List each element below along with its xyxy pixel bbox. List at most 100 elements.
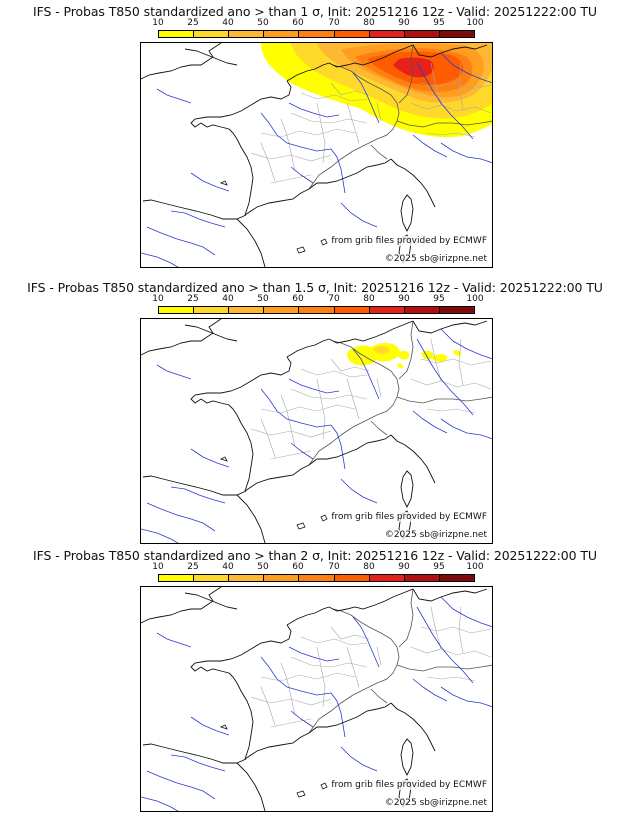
river	[288, 102, 340, 118]
colorbar-tick-label: 80	[363, 294, 375, 304]
colorbar-swatch	[404, 575, 440, 581]
coastline	[286, 606, 330, 626]
colorbar-swatch	[229, 575, 265, 581]
colorbar-tick-label: 100	[466, 18, 484, 28]
map-panel-1-5sigma: IFS - Probas T850 standardized ano > tha…	[0, 280, 630, 550]
copyright-credit: ©2025 sb@irizpne.net	[383, 798, 488, 808]
colorbar-swatch	[369, 307, 405, 313]
country-border	[370, 144, 388, 160]
region-boundary	[330, 358, 370, 372]
colorbar-tick-label: 60	[292, 18, 304, 28]
region-boundary	[316, 102, 326, 164]
river	[340, 202, 378, 228]
river	[330, 148, 346, 194]
region-boundary	[280, 118, 296, 172]
river	[141, 528, 179, 543]
colorbar-swatch	[369, 31, 405, 37]
colorbar-tick-label: 80	[363, 562, 375, 572]
region-boundary	[270, 718, 312, 728]
coastline	[190, 624, 292, 674]
river	[440, 596, 492, 628]
colorbar-swatch	[159, 307, 195, 313]
colorbar-tick-label: 100	[466, 562, 484, 572]
colorbar-swatch	[264, 575, 300, 581]
colorbar-tick-label: 10	[152, 294, 164, 304]
coastline	[141, 43, 222, 80]
colorbar-tick-label: 80	[363, 18, 375, 28]
colorbar-swatch	[194, 575, 230, 581]
river	[440, 142, 492, 164]
coastline	[142, 475, 247, 496]
region-boundary	[280, 394, 296, 448]
coastline	[228, 672, 254, 760]
balearic-island	[296, 522, 306, 530]
coastline	[236, 762, 266, 811]
country-border	[370, 420, 388, 436]
colorbar-swatch	[299, 31, 335, 37]
region-boundary	[426, 408, 476, 414]
coastline	[190, 80, 292, 130]
coastline	[142, 199, 247, 220]
region-boundary	[430, 62, 442, 106]
probability-map: from grib files provided by ECMWF ©2025 …	[140, 586, 493, 812]
river	[330, 424, 346, 470]
river	[141, 796, 179, 811]
colorbar-swatch	[404, 307, 440, 313]
river	[170, 210, 226, 228]
river	[170, 486, 226, 504]
river	[352, 72, 380, 124]
river	[190, 172, 230, 192]
coastline	[308, 158, 392, 190]
coastline	[244, 464, 310, 492]
colorbar-tick-label: 90	[398, 294, 410, 304]
region-boundary	[330, 626, 370, 640]
river	[260, 112, 332, 152]
river	[330, 692, 346, 738]
colorbar-tick-label: 50	[257, 18, 269, 28]
region-boundary	[376, 102, 382, 122]
country-border	[308, 94, 400, 190]
river	[260, 388, 332, 428]
river	[412, 134, 448, 158]
river	[156, 632, 192, 648]
coastline	[244, 732, 310, 760]
coastline	[190, 356, 292, 406]
river	[288, 378, 340, 394]
map-canvas	[141, 43, 492, 267]
prob-patch-10	[453, 350, 462, 356]
coastline	[236, 218, 266, 267]
country-border	[332, 608, 392, 640]
river	[340, 478, 378, 504]
coastline	[328, 44, 414, 68]
balearic-island	[320, 782, 328, 790]
copyright-credit: ©2025 sb@irizpne.net	[383, 254, 488, 264]
river	[440, 418, 492, 440]
colorbar-tick-label: 25	[187, 562, 199, 572]
coastline	[412, 588, 488, 602]
coastal-island	[219, 456, 228, 462]
coastal-island	[219, 724, 228, 730]
region-boundary	[260, 672, 356, 682]
river	[352, 616, 380, 668]
region-boundary	[426, 676, 476, 682]
colorbar-tick-label: 50	[257, 562, 269, 572]
colorbar-tick-label: 40	[222, 562, 234, 572]
colorbar-swatch	[229, 307, 265, 313]
country-border	[370, 688, 388, 704]
coastline	[308, 434, 392, 466]
panel-title: IFS - Probas T850 standardized ano > tha…	[33, 4, 597, 19]
region-boundary	[280, 662, 296, 716]
region-boundary	[410, 646, 492, 658]
colorbar-labels: 10 25 40 50 60 70 80 90 95 100	[140, 294, 483, 305]
colorbar-tick-label: 40	[222, 18, 234, 28]
colorbar-labels: 10 25 40 50 60 70 80 90 95 100	[140, 562, 483, 573]
coastline	[390, 434, 436, 484]
panel-title: IFS - Probas T850 standardized ano > tha…	[33, 548, 597, 563]
coastline	[328, 320, 414, 344]
river	[440, 686, 492, 708]
colorbar-labels: 10 25 40 50 60 70 80 90 95 100	[140, 18, 483, 29]
region-boundary	[270, 174, 312, 184]
map-canvas	[141, 587, 492, 811]
region-boundary	[290, 388, 368, 400]
region-boundary	[458, 606, 464, 654]
